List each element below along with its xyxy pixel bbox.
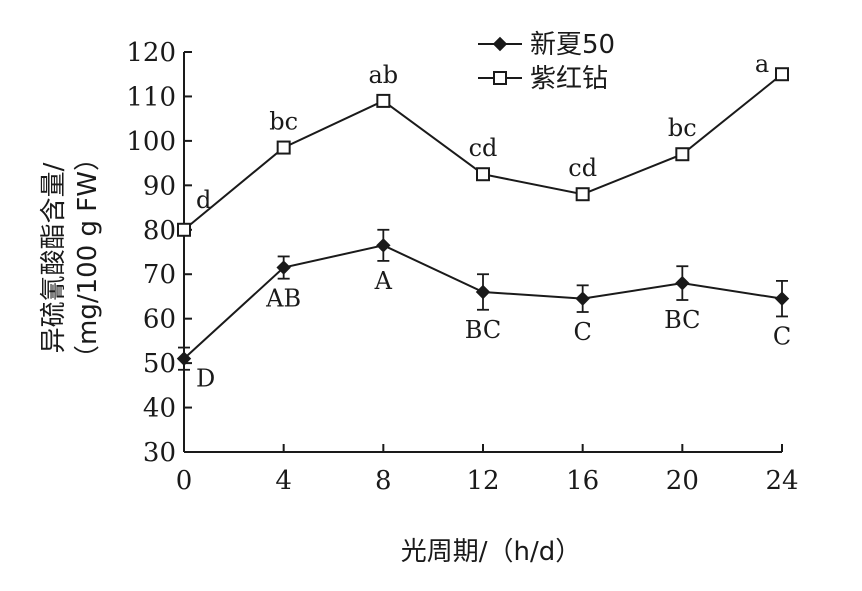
- y-tick-label-7: 100: [126, 127, 176, 157]
- y-tick-label-4: 70: [143, 260, 176, 290]
- series-1-sig-label-4: cd: [568, 154, 597, 182]
- series-0-point-3: [475, 284, 491, 300]
- series-0-point-2: [376, 238, 391, 253]
- series-0-sig-label-4: C: [573, 318, 591, 346]
- series-0-point-6: [774, 291, 790, 306]
- y-tick-label-9: 120: [126, 38, 176, 68]
- y-axis-title: 异硫氰酸酯含量/ （mg/100 g FW）: [39, 145, 103, 371]
- legend-marker-1: [493, 71, 507, 85]
- legend-marker-0: [492, 36, 508, 52]
- x-tick-label-2: 8: [375, 466, 392, 496]
- series-1-point-2: [376, 93, 391, 108]
- series-0-point-4: [575, 291, 590, 306]
- y-tick-label-0: 30: [143, 438, 176, 468]
- y-axis-title-line1: 异硫氰酸酯含量/: [39, 162, 69, 353]
- series-1-sig-label-1: bc: [269, 108, 298, 136]
- series-1-sig-label-2: ab: [368, 61, 398, 89]
- series-layer: [176, 67, 790, 371]
- series-1-sig-label-5: bc: [668, 114, 697, 142]
- x-tick-label-4: 16: [566, 466, 599, 496]
- series-0-point-1: [276, 260, 291, 275]
- y-tick-label-6: 90: [143, 171, 176, 201]
- series-1-sig-label-6: a: [755, 50, 769, 78]
- y-tick-label-2: 50: [143, 349, 176, 379]
- x-tick-label-6: 24: [765, 466, 798, 496]
- x-tick-label-5: 20: [666, 466, 699, 496]
- x-tick-label-0: 0: [176, 466, 193, 496]
- legend-label-1: 紫红钻: [530, 64, 608, 94]
- y-tick-label-5: 80: [143, 216, 176, 246]
- series-1-point-1: [276, 140, 291, 155]
- y-tick-label-1: 40: [143, 394, 176, 424]
- series-1-point-3: [476, 167, 490, 182]
- x-tick-label-1: 4: [275, 466, 292, 496]
- labels-layer: D AB A BC C BC Cd bc ab cd cd bc a: [196, 50, 791, 392]
- series-0-point-5: [675, 275, 690, 291]
- series-1-point-5: [675, 147, 690, 162]
- series-0-sig-label-6: C: [773, 322, 791, 350]
- series-0-sig-label-5: BC: [664, 306, 700, 334]
- y-axis-title-line2: （mg/100 g FW）: [73, 145, 103, 371]
- series-1: [177, 67, 789, 237]
- series-0-sig-label-3: BC: [465, 316, 501, 344]
- series-1-sig-label-3: cd: [469, 134, 498, 162]
- series-0-sig-label-2: A: [374, 267, 393, 295]
- series-1-sig-label-0: d: [196, 186, 211, 214]
- series-1-point-4: [575, 187, 590, 202]
- series-0: [176, 228, 790, 371]
- legend-label-0: 新夏50: [530, 30, 615, 60]
- series-0-sig-label-1: AB: [265, 285, 301, 313]
- x-axis-title: 光周期/（h/d）: [401, 537, 582, 567]
- series-1-point-0: [177, 222, 191, 237]
- series-0-point-0: [176, 351, 192, 366]
- legend: 新夏50 紫红钻: [478, 30, 615, 94]
- series-0-sig-label-0: D: [196, 365, 215, 393]
- x-tick-label-3: 12: [466, 466, 499, 496]
- legend-item-0: 新夏50: [478, 30, 615, 60]
- y-tick-label-8: 110: [126, 82, 176, 112]
- y-tick-label-3: 60: [143, 305, 176, 335]
- legend-item-1: 紫红钻: [478, 64, 608, 94]
- axes: 30 40 50 60 70 80 90 100 110 120 0 4 8 12 16 20 24: [126, 38, 798, 496]
- series-1-point-6: [775, 67, 789, 82]
